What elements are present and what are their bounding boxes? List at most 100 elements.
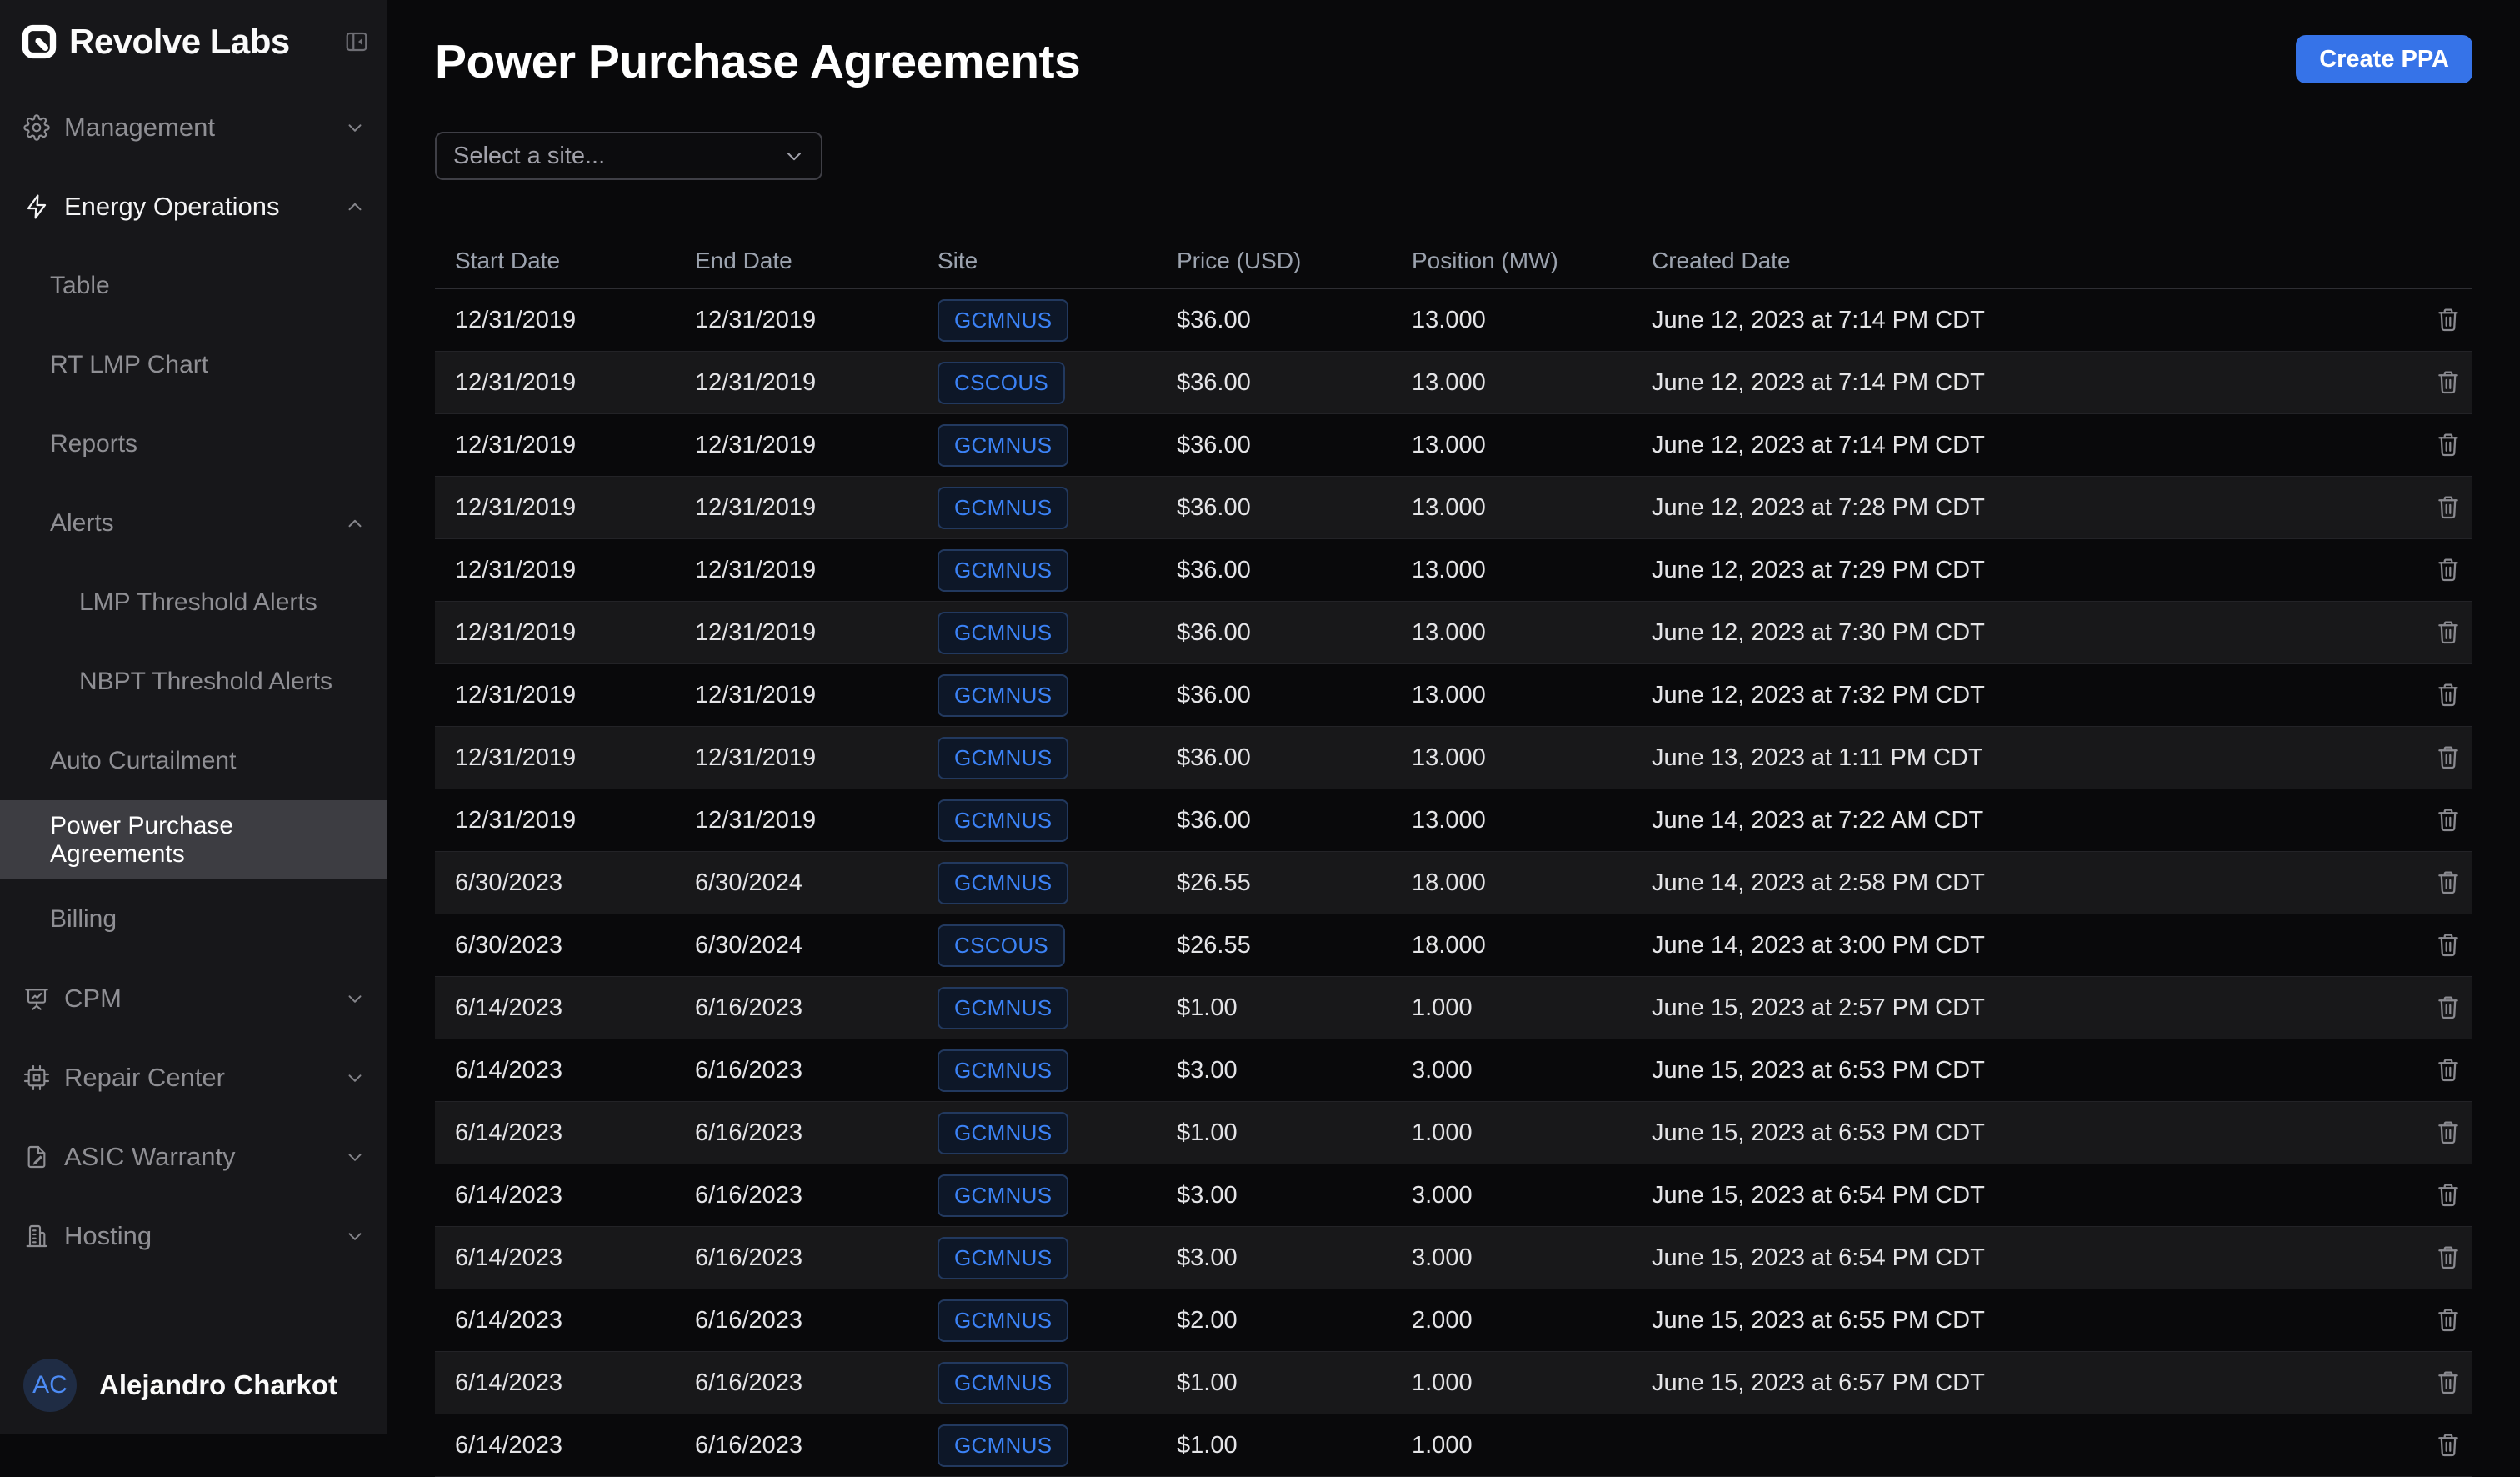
delete-ppa-button[interactable] xyxy=(2434,1055,2462,1086)
cell-price: $1.00 xyxy=(1177,1369,1238,1396)
ppa-table-row: 12/31/2019 12/31/2019 GCMNUS $36.00 13.000 Ju… xyxy=(435,539,2472,603)
trash-icon xyxy=(2434,368,2462,398)
cell-start-date: 6/14/2023 xyxy=(455,1181,563,1209)
sidebar-item-asic-warranty[interactable]: ASIC Warranty xyxy=(0,1117,388,1196)
cell-created: June 15, 2023 at 6:57 PM CDT xyxy=(1652,1369,1985,1396)
delete-ppa-button[interactable] xyxy=(2434,1305,2462,1336)
delete-ppa-button[interactable] xyxy=(2434,1430,2462,1461)
sidebar-item-lmp-threshold-alerts[interactable]: LMP Threshold Alerts xyxy=(0,563,388,642)
delete-ppa-button[interactable] xyxy=(2434,555,2462,586)
delete-ppa-button[interactable] xyxy=(2434,618,2462,648)
trash-icon xyxy=(2434,1243,2462,1274)
delete-ppa-button[interactable] xyxy=(2434,868,2462,899)
sidebar-item-auto-curtailment[interactable]: Auto Curtailment xyxy=(0,721,388,800)
delete-ppa-button[interactable] xyxy=(2434,680,2462,711)
ppa-table-row: 6/14/2023 6/16/2023 GCMNUS $1.00 1.000 June 1… xyxy=(435,977,2472,1040)
delete-ppa-button[interactable] xyxy=(2434,430,2462,461)
trash-icon xyxy=(2434,493,2462,523)
cell-created: June 14, 2023 at 3:00 PM CDT xyxy=(1652,931,1985,959)
cell-start-date: 12/31/2019 xyxy=(455,431,577,458)
site-badge: GCMNUS xyxy=(938,861,1069,904)
trash-icon xyxy=(2434,1430,2462,1461)
cell-price: $1.00 xyxy=(1177,1431,1238,1459)
delete-ppa-button[interactable] xyxy=(2434,805,2462,836)
trash-icon xyxy=(2434,1118,2462,1149)
delete-ppa-button[interactable] xyxy=(2434,368,2462,398)
cell-start-date: 6/14/2023 xyxy=(455,1369,563,1396)
delete-ppa-button[interactable] xyxy=(2434,493,2462,523)
create-ppa-button[interactable]: Create PPA xyxy=(2296,35,2472,83)
column-header-start-date: Start Date xyxy=(455,247,561,273)
site-badge: GCMNUS xyxy=(938,548,1069,592)
page-header: Power Purchase Agreements Create PPA xyxy=(435,33,2472,90)
cell-site: GCMNUS xyxy=(938,1299,1177,1342)
cell-site: GCMNUS xyxy=(938,611,1177,654)
cell-start-date: 12/31/2019 xyxy=(455,618,577,646)
cell-position: 3.000 xyxy=(1412,1181,1472,1209)
delete-ppa-button[interactable] xyxy=(2434,993,2462,1024)
cell-created: June 15, 2023 at 2:57 PM CDT xyxy=(1652,994,1985,1021)
cell-start-date: 6/30/2023 xyxy=(455,931,563,959)
ppa-table-row: 12/31/2019 12/31/2019 GCMNUS $36.00 13.000 Ju… xyxy=(435,727,2472,790)
sidebar-item-label: Auto Curtailment xyxy=(50,746,237,774)
chevron-down-icon xyxy=(344,1146,366,1168)
cell-start-date: 12/31/2019 xyxy=(455,368,577,396)
cell-end-date: 12/31/2019 xyxy=(695,493,817,521)
ppa-table-row: 12/31/2019 12/31/2019 GCMNUS $36.00 13.000 Ju… xyxy=(435,477,2472,540)
cell-price: $36.00 xyxy=(1177,368,1251,396)
delete-ppa-button[interactable] xyxy=(2434,1180,2462,1211)
row-actions xyxy=(2434,1305,2472,1336)
sidebar-item-hosting[interactable]: Hosting xyxy=(0,1196,388,1275)
row-actions xyxy=(2434,680,2472,711)
sidebar-item-rt-lmp-chart[interactable]: RT LMP Chart xyxy=(0,325,388,404)
sidebar-item-label: CPM xyxy=(64,983,122,1013)
cell-position: 13.000 xyxy=(1412,556,1486,583)
sidebar-item-label: Repair Center xyxy=(64,1062,225,1092)
cell-site: GCMNUS xyxy=(938,1424,1177,1467)
sidebar-item-management[interactable]: Management xyxy=(0,88,388,167)
sidebar-item-reports[interactable]: Reports xyxy=(0,404,388,483)
cell-site: GCMNUS xyxy=(938,1174,1177,1217)
sidebar-item-energy-operations[interactable]: Energy Operations xyxy=(0,167,388,246)
user-menu[interactable]: AC Alejandro Charkot xyxy=(23,1359,368,1412)
cell-price: $36.00 xyxy=(1177,431,1251,458)
sidebar-item-alerts[interactable]: Alerts xyxy=(0,483,388,563)
cell-end-date: 12/31/2019 xyxy=(695,368,817,396)
cell-end-date: 12/31/2019 xyxy=(695,556,817,583)
delete-ppa-button[interactable] xyxy=(2434,930,2462,961)
main-content: Power Purchase Agreements Create PPA Sel… xyxy=(388,0,2520,1477)
sidebar-item-label: LMP Threshold Alerts xyxy=(79,588,318,616)
cell-position: 13.000 xyxy=(1412,681,1486,708)
ppa-table-row: 12/31/2019 12/31/2019 CSCOUS $36.00 13.000 Ju… xyxy=(435,352,2472,415)
sidebar-item-table[interactable]: Table xyxy=(0,246,388,325)
cell-site: GCMNUS xyxy=(938,298,1177,342)
trash-icon xyxy=(2434,618,2462,648)
brand-name: Revolve Labs xyxy=(69,22,290,61)
sidebar-item-cpm[interactable]: CPM xyxy=(0,959,388,1038)
sidebar-item-repair-center[interactable]: Repair Center xyxy=(0,1038,388,1117)
delete-ppa-button[interactable] xyxy=(2434,305,2462,336)
cell-position: 13.000 xyxy=(1412,306,1486,333)
ppa-table-row: 6/14/2023 6/16/2023 GCMNUS $3.00 3.000 June 1… xyxy=(435,1039,2472,1103)
delete-ppa-button[interactable] xyxy=(2434,1243,2462,1274)
delete-ppa-button[interactable] xyxy=(2434,1368,2462,1399)
cell-end-date: 6/16/2023 xyxy=(695,1244,803,1271)
site-select[interactable]: Select a site... xyxy=(435,132,822,181)
cell-start-date: 6/14/2023 xyxy=(455,1306,563,1334)
cell-start-date: 12/31/2019 xyxy=(455,556,577,583)
cell-end-date: 6/16/2023 xyxy=(695,1119,803,1146)
delete-ppa-button[interactable] xyxy=(2434,743,2462,774)
cell-end-date: 6/30/2024 xyxy=(695,869,803,896)
sidebar-item-power-purchase-agreements[interactable]: Power Purchase Agreements xyxy=(0,800,388,879)
sidebar-collapse-button[interactable] xyxy=(344,29,369,54)
ppa-table-row: 6/30/2023 6/30/2024 CSCOUS $26.55 18.000 June… xyxy=(435,914,2472,978)
row-actions xyxy=(2434,618,2472,648)
cell-price: $3.00 xyxy=(1177,1056,1238,1084)
cell-site: GCMNUS xyxy=(938,986,1177,1029)
chevron-up-icon xyxy=(344,196,366,218)
sidebar-item-nbpt-threshold-alerts[interactable]: NBPT Threshold Alerts xyxy=(0,642,388,721)
sidebar-item-billing[interactable]: Billing xyxy=(0,879,388,959)
site-badge: GCMNUS xyxy=(938,1361,1069,1404)
delete-ppa-button[interactable] xyxy=(2434,1118,2462,1149)
sidebar-item-label: Alerts xyxy=(50,508,114,537)
